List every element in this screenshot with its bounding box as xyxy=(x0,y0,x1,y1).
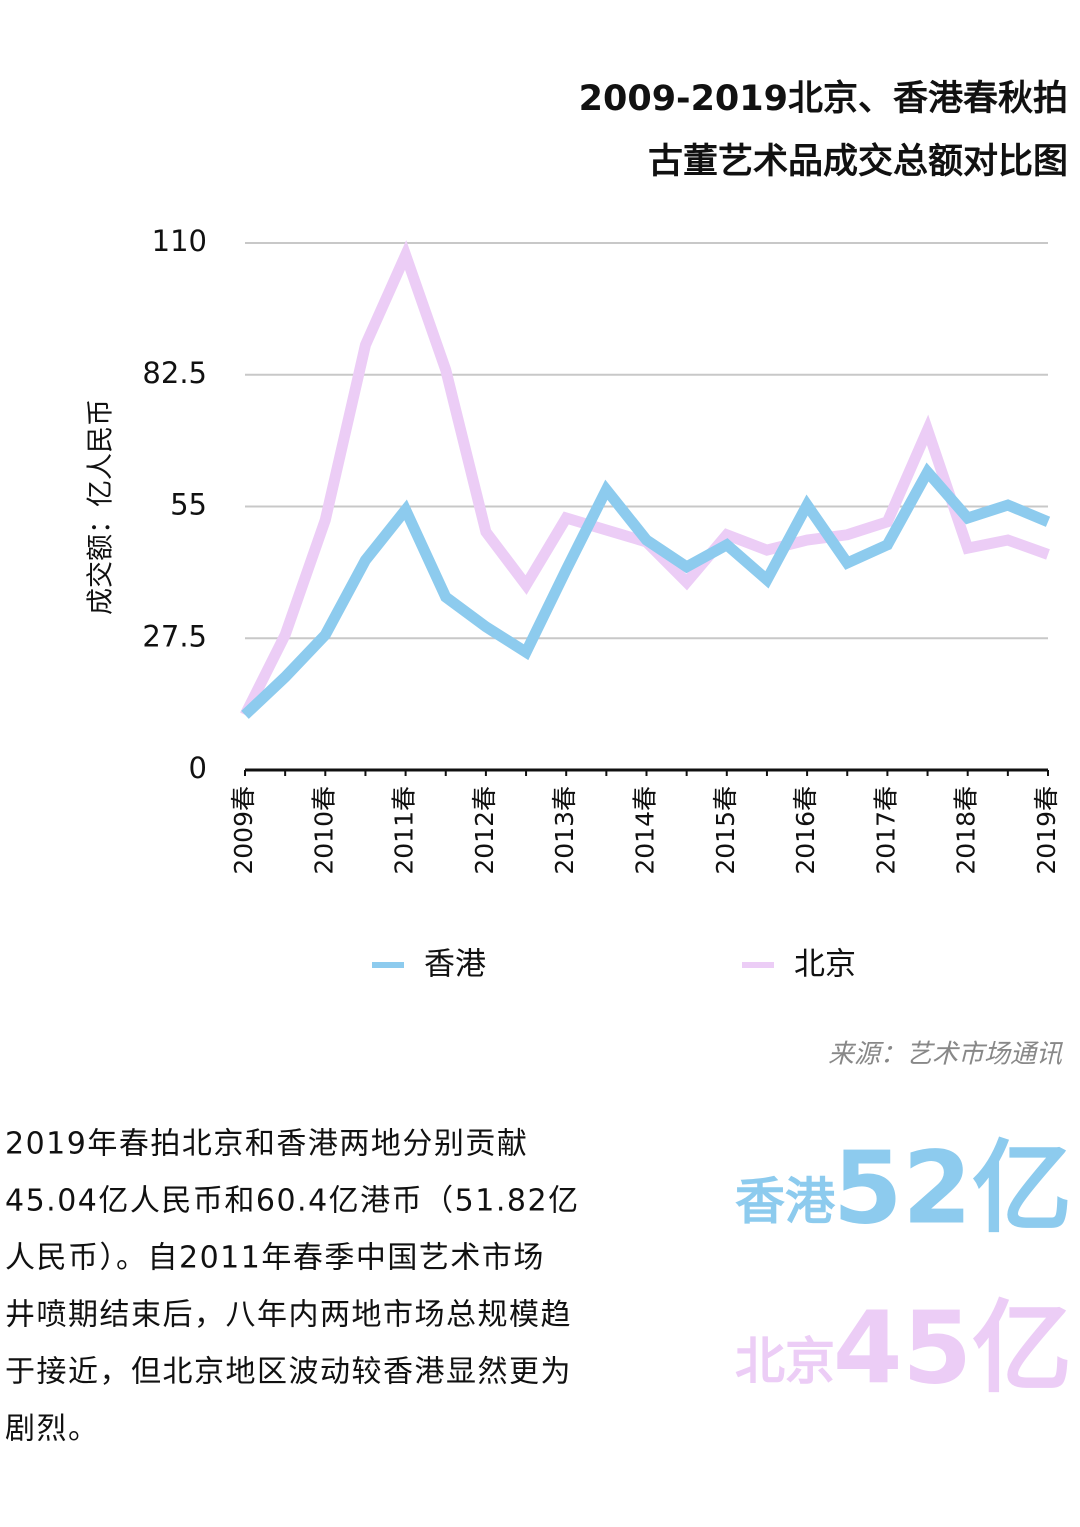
paragraph-line: 井喷期结束后，八年内两地市场总规模趋 xyxy=(5,1298,572,1333)
source: 来源：艺术市场通讯 xyxy=(828,1040,1064,1070)
line-series xyxy=(241,462,1051,719)
x-tick-label: 2015春 xyxy=(711,786,740,875)
chart-title: 古董艺术品成交总额对比图 xyxy=(648,141,1068,182)
y-tick-label: 55 xyxy=(170,488,207,522)
highlight-amount: 52亿 xyxy=(833,1129,1072,1246)
paragraph-line: 2019年春拍北京和香港两地分别贡献 xyxy=(5,1127,528,1162)
x-tick-label: 2012春 xyxy=(470,786,499,875)
y-tick-label: 82.5 xyxy=(142,356,207,390)
y-axis-label: 成交额：亿人民币 xyxy=(86,399,117,615)
highlight-region: 北京 xyxy=(735,1333,835,1391)
y-tick-label: 27.5 xyxy=(142,619,207,653)
y-tick-label: 0 xyxy=(189,751,207,785)
y-tick-label: 110 xyxy=(152,224,207,258)
paragraph-line: 剧烈。 xyxy=(5,1412,100,1447)
chart-title: 2009-2019北京、香港春秋拍 xyxy=(579,78,1068,119)
highlight-region: 香港 xyxy=(735,1173,836,1231)
highlight-amount: 45亿 xyxy=(833,1289,1072,1406)
paragraph-line: 45.04亿人民币和60.4亿港币（51.82亿 xyxy=(5,1184,580,1219)
x-tick-label: 2017春 xyxy=(871,786,900,875)
x-tick-label: 2019春 xyxy=(1032,786,1061,875)
line-series xyxy=(240,240,1050,718)
paragraph-line: 人民币）。自2011年春季中国艺术市场 xyxy=(5,1241,545,1276)
x-tick-label: 2016春 xyxy=(791,786,820,875)
legend-label: 北京 xyxy=(794,947,856,983)
paragraph-line: 于接近，但北京地区波动较香港显然更为 xyxy=(5,1355,572,1390)
x-tick-label: 2014春 xyxy=(631,786,660,875)
x-tick-label: 2011春 xyxy=(390,786,419,875)
x-tick-label: 2009春 xyxy=(229,786,258,875)
x-tick-label: 2018春 xyxy=(952,786,981,875)
legend-label: 香港 xyxy=(424,947,486,983)
x-tick-label: 2013春 xyxy=(550,786,579,875)
x-tick-label: 2010春 xyxy=(309,786,338,875)
